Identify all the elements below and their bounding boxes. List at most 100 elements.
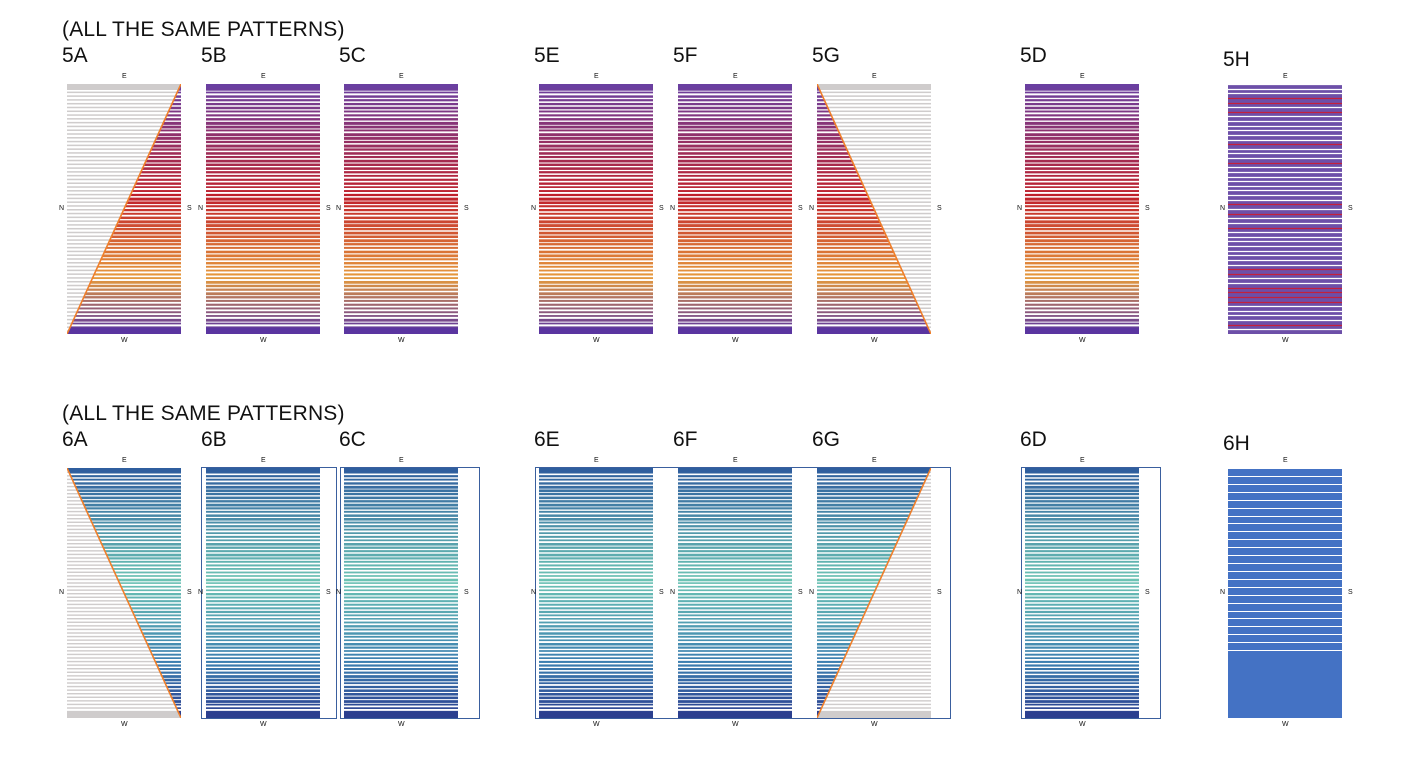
compass-west-label: W (121, 337, 128, 344)
grey-stripe (817, 632, 931, 634)
compass-east-label: E (122, 73, 127, 80)
stripe-panel-graphic (1228, 468, 1342, 718)
color-stripe (344, 265, 458, 268)
stripe-panel-5d (1025, 84, 1139, 334)
color-stripe (344, 231, 458, 235)
grey-stripe (67, 628, 181, 631)
color-stripe (344, 689, 458, 692)
color-stripe (539, 543, 653, 546)
color-stripe (678, 110, 792, 113)
grey-stripe (817, 671, 931, 673)
color-stripe (539, 110, 653, 113)
stripe-panel-5b (206, 84, 320, 334)
grey-stripe (817, 707, 931, 709)
color-stripe (344, 539, 458, 542)
color-stripe (539, 471, 653, 474)
color-stripe (1025, 639, 1139, 642)
compass-west-label: W (121, 721, 128, 728)
grey-stripe (67, 600, 181, 602)
compass-north-label: N (809, 589, 815, 596)
grey-stripe (67, 125, 181, 128)
color-stripe (817, 546, 931, 549)
color-stripe (539, 621, 653, 624)
color-stripe (817, 231, 931, 235)
color-stripe (344, 292, 458, 296)
color-stripe (539, 671, 653, 674)
compass-north-label: N (531, 205, 537, 212)
color-stripe (344, 478, 458, 481)
stripe-panel-5a (67, 84, 181, 334)
color-stripe (539, 632, 653, 635)
color-stripe (539, 703, 653, 706)
color-stripe (206, 178, 320, 181)
color-stripe (344, 535, 458, 538)
color-stripe (344, 507, 458, 510)
color-stripe (344, 284, 458, 288)
color-stripe (1025, 618, 1139, 620)
compass-north-label: N (198, 589, 204, 596)
top-band (1025, 468, 1139, 472)
color-stripe (206, 610, 320, 614)
stripe-panel-graphic (206, 84, 320, 334)
grey-stripe (817, 703, 931, 706)
color-stripe (67, 575, 181, 577)
grey-stripe (817, 171, 931, 173)
color-stripe (1025, 578, 1139, 582)
color-stripe (67, 254, 181, 258)
grey-stripe (67, 607, 181, 609)
color-stripe (817, 265, 931, 268)
color-stripe (1025, 685, 1139, 689)
color-stripe (817, 482, 931, 485)
color-stripe (539, 186, 653, 188)
color-stripe (206, 685, 320, 689)
color-stripe (206, 689, 320, 692)
compass-south-label: S (659, 589, 664, 596)
color-stripe (678, 539, 792, 542)
color-stripe (1025, 682, 1139, 685)
color-stripe (1025, 133, 1139, 137)
color-stripe (206, 171, 320, 174)
color-stripe (206, 703, 320, 706)
grey-stripe (67, 682, 181, 684)
compass-north-label: N (59, 205, 65, 212)
grey-stripe (817, 167, 931, 169)
color-stripe (539, 582, 653, 584)
top-band (67, 468, 181, 472)
color-stripe (206, 292, 320, 296)
stripe-panel-6b (206, 468, 320, 718)
color-stripe (1025, 277, 1139, 280)
color-stripe (539, 106, 653, 110)
color-stripe (539, 315, 653, 317)
stripe-panel-graphic (67, 468, 181, 718)
color-stripe (678, 618, 792, 620)
color-stripe (206, 326, 320, 329)
compass-east-label: E (1080, 457, 1085, 464)
color-stripe (1025, 582, 1139, 584)
color-stripe (678, 262, 792, 265)
compass-west-label: W (260, 721, 267, 728)
color-stripe (67, 528, 181, 531)
color-stripe (344, 671, 458, 674)
color-stripe (344, 571, 458, 574)
color-stripe (206, 118, 320, 121)
color-stripe (678, 224, 792, 228)
color-stripe (206, 87, 320, 91)
color-stripe (678, 571, 792, 574)
color-stripe (678, 197, 792, 201)
color-stripe (206, 632, 320, 635)
color-stripe (206, 650, 320, 652)
grey-stripe (67, 197, 181, 200)
color-stripe (1025, 632, 1139, 635)
color-stripe (678, 288, 792, 291)
color-stripe (344, 246, 458, 249)
color-stripe (344, 700, 458, 703)
color-stripe (1025, 603, 1139, 606)
color-stripe (206, 106, 320, 110)
color-stripe (344, 503, 458, 507)
color-stripe (1025, 643, 1139, 646)
color-stripe (206, 193, 320, 197)
color-stripe (344, 227, 458, 231)
color-stripe (539, 125, 653, 129)
color-stripe (67, 277, 181, 280)
compass-north-label: N (1220, 205, 1226, 212)
